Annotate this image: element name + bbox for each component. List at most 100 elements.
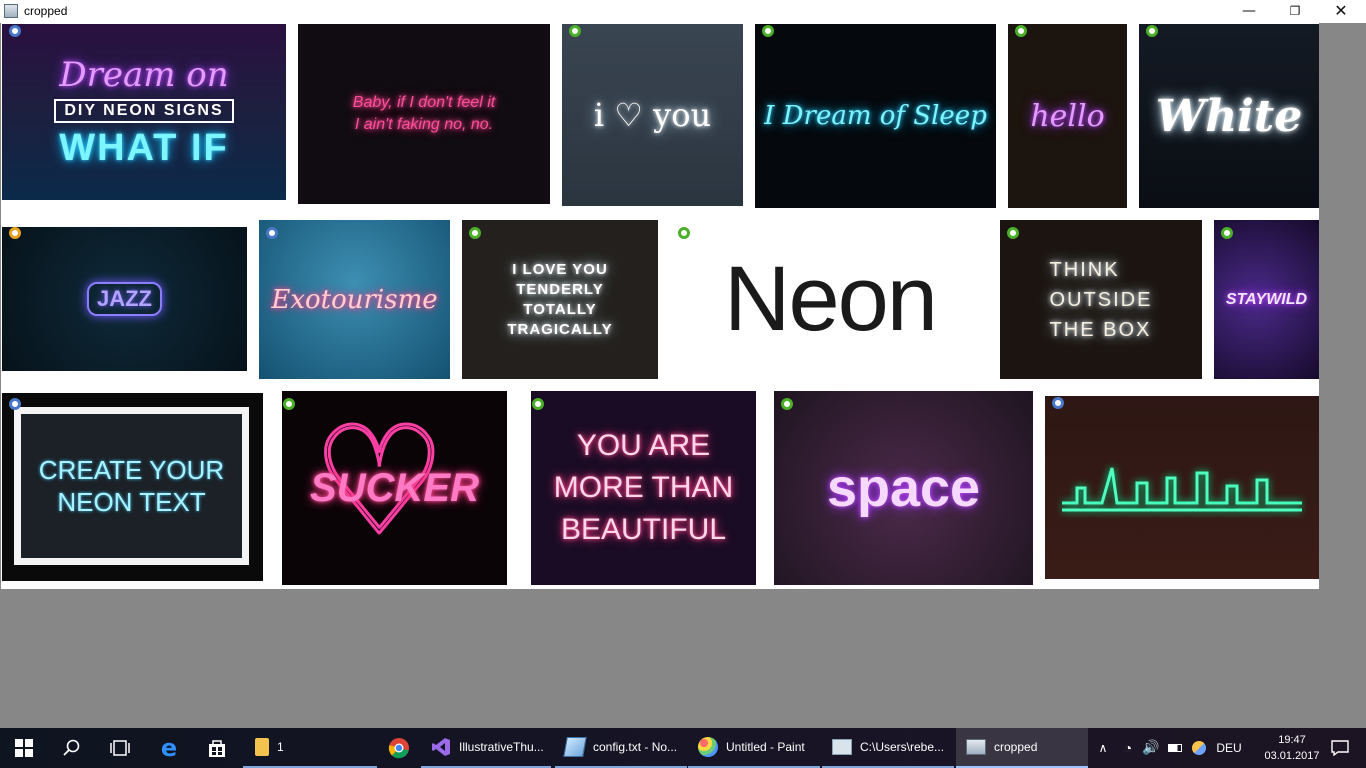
start-button[interactable]: [0, 728, 48, 768]
thumbnail-badge-icon: [283, 398, 295, 410]
taskbar-image-viewer[interactable]: cropped: [956, 728, 1088, 768]
battery-icon: [1168, 744, 1182, 752]
stay-wild-text: STAYWILD: [1225, 290, 1308, 308]
image-baby-if[interactable]: Baby, if I don't feel it I ain't faking …: [298, 24, 550, 204]
search-icon: [63, 739, 80, 756]
diy-neon-signs-text: DIY NEON SIGNS: [54, 98, 234, 123]
thumbnail-badge-icon: [1052, 397, 1064, 409]
battery-button[interactable]: [1164, 728, 1186, 768]
image-dream-of-sleep[interactable]: I Dream of Sleep: [755, 24, 996, 208]
language-label: DEU: [1216, 741, 1242, 755]
maximize-button[interactable]: ❐: [1289, 4, 1301, 18]
thumbnail-badge-icon: [781, 398, 793, 410]
taskbar-notepad[interactable]: config.txt - No...: [555, 728, 687, 768]
hello-text: hello: [1030, 98, 1105, 134]
taskbar-item-label: Untitled - Paint: [726, 740, 805, 754]
weather-button[interactable]: [1188, 728, 1210, 768]
thumbnail-badge-icon: [469, 227, 481, 239]
thumbnail-badge-icon: [532, 398, 544, 410]
image-jazz[interactable]: JAZZ: [2, 227, 247, 371]
what-if-text: WHAT IF: [59, 126, 229, 169]
tragically-text: I LOVE YOU TENDERLY TOTALLY TRAGICALLY: [507, 260, 613, 338]
heart-outline-icon: ♡: [310, 397, 447, 565]
store-icon: [209, 740, 225, 757]
thumbnail-badge-icon: [1007, 227, 1019, 239]
dream-on-text: Dream on: [59, 54, 229, 95]
taskbar-paint[interactable]: Untitled - Paint: [688, 728, 820, 768]
volume-icon: 🔊: [1142, 740, 1160, 756]
window-title: cropped: [24, 4, 68, 18]
clock-time: 19:47: [1278, 734, 1306, 746]
taskbar-console[interactable]: C:\Users\rebe...: [822, 728, 954, 768]
windows-logo-icon: [15, 739, 33, 757]
image-beautiful[interactable]: YOU ARE MORE THAN BEAUTIFUL: [531, 391, 756, 585]
image-think-outside[interactable]: THINK OUTSIDE THE BOX: [1000, 220, 1202, 379]
thumbnail-badge-icon: [678, 227, 690, 239]
taskbar-item-label: config.txt - No...: [593, 740, 678, 754]
notepad-icon: [563, 737, 587, 757]
image-dream-on[interactable]: Dream on DIY NEON SIGNS WHAT IF: [2, 24, 286, 200]
network-button[interactable]: ◔: [1116, 728, 1140, 768]
show-hidden-icons-button[interactable]: ∧: [1092, 728, 1114, 768]
exotourisme-text: Exotourisme: [271, 284, 438, 315]
beautiful-text: YOU ARE MORE THAN BEAUTIFUL: [553, 429, 734, 546]
thumbnail-badge-icon: [9, 25, 21, 37]
search-button[interactable]: [48, 728, 96, 768]
image-hello[interactable]: hello: [1008, 24, 1127, 208]
taskbar: e 1 IllustrativeThu... config.txt - No..…: [0, 728, 1366, 768]
thumbnail-badge-icon: [762, 25, 774, 37]
volume-button[interactable]: 🔊: [1140, 728, 1162, 768]
image-create-neon[interactable]: CREATE YOUR NEON TEXT: [2, 393, 263, 581]
think-outside-text: THINK OUTSIDE THE BOX: [1049, 258, 1153, 341]
image-white[interactable]: White: [1139, 24, 1319, 208]
thumbnail-badge-icon: [1146, 25, 1158, 37]
neon-logo-text: Neon: [724, 248, 938, 350]
image-exotourisme[interactable]: Exotourisme: [259, 220, 450, 379]
taskbar-item-label: cropped: [994, 740, 1038, 754]
thumbnail-badge-icon: [1015, 25, 1027, 37]
taskbar-file-explorer[interactable]: 1: [243, 728, 377, 768]
image-canvas: Dream on DIY NEON SIGNS WHAT IF Baby, if…: [1, 23, 1319, 589]
framed-sign: CREATE YOUR NEON TEXT: [14, 407, 249, 565]
console-icon: [832, 739, 852, 755]
thumbnail-badge-icon: [569, 25, 581, 37]
edge-icon: e: [160, 734, 178, 762]
skyline-neon-icon: [1062, 467, 1302, 511]
image-space[interactable]: space: [774, 391, 1033, 585]
white-text: White: [1155, 90, 1303, 142]
taskbar-store[interactable]: [193, 728, 241, 768]
jazz-text: JAZZ: [87, 282, 162, 316]
thumbnail-badge-icon: [9, 227, 21, 239]
space-text: space: [826, 458, 981, 518]
task-view-icon: [110, 740, 130, 756]
chevron-up-icon: ∧: [1098, 741, 1108, 755]
language-indicator[interactable]: DEU: [1212, 728, 1246, 768]
visual-studio-icon: [432, 738, 450, 756]
clock[interactable]: 19:47 03.01.2017: [1262, 732, 1322, 764]
image-skyline[interactable]: [1045, 396, 1319, 579]
file-explorer-count: 1: [277, 740, 284, 754]
minimize-button[interactable]: —: [1242, 3, 1256, 19]
thumbnail-badge-icon: [1221, 227, 1233, 239]
thumbnail-badge-icon: [9, 398, 21, 410]
close-button[interactable]: ✕: [1334, 1, 1348, 20]
image-viewer-icon: [966, 739, 986, 755]
taskbar-edge[interactable]: e: [145, 728, 193, 768]
i-love-you-text: i ♡ you: [593, 96, 712, 134]
taskbar-item-label: C:\Users\rebe...: [860, 740, 945, 754]
notification-icon: [1331, 740, 1349, 756]
image-neon-logo[interactable]: Neon: [671, 220, 989, 379]
image-stay-wild[interactable]: STAYWILD: [1214, 220, 1319, 379]
image-tragically[interactable]: I LOVE YOU TENDERLY TOTALLY TRAGICALLY: [462, 220, 658, 379]
taskbar-item-label: IllustrativeThu...: [459, 740, 544, 754]
chrome-icon: [388, 738, 409, 759]
task-view-button[interactable]: [96, 728, 144, 768]
app-icon: [4, 4, 18, 18]
baby-if-text: Baby, if I don't feel it I ain't faking …: [352, 94, 496, 133]
taskbar-visual-studio[interactable]: IllustrativeThu...: [421, 728, 551, 768]
action-center-button[interactable]: [1320, 728, 1360, 768]
dream-of-sleep-text: I Dream of Sleep: [764, 101, 987, 131]
image-sucker[interactable]: ♡ SUCKER: [282, 391, 507, 585]
image-i-love-you[interactable]: i ♡ you: [562, 24, 743, 206]
taskbar-chrome[interactable]: [377, 728, 421, 768]
